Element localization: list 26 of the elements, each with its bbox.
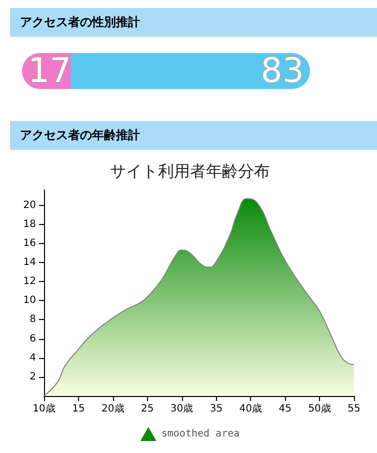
x-tick-label: 40歳: [239, 402, 262, 414]
x-tick-label: 35: [210, 404, 223, 414]
y-tick-label: 10: [23, 295, 36, 306]
y-tick-label: 20: [23, 200, 36, 211]
x-tick-label: 25: [140, 404, 154, 414]
x-tick-label: 50歳: [308, 402, 331, 414]
chart-title: アクセス者の性別推計: [10, 8, 377, 37]
x-tick-label: 45: [278, 404, 292, 414]
x-tick-label: 15: [72, 404, 85, 414]
y-tick-label: 14: [23, 256, 36, 268]
x-tick-label: 10歳: [32, 402, 56, 414]
y-tick-label: 2: [30, 371, 36, 382]
y-tick-label: 8: [30, 314, 36, 326]
y-tick-label: 6: [30, 333, 36, 344]
x-tick-label: 20歳: [102, 402, 124, 414]
chart-title: アクセス者の年齢推計: [10, 121, 377, 150]
y-tick-label: 4: [30, 352, 36, 364]
x-tick-label: 55: [348, 404, 360, 414]
y-tick-label: 16: [23, 238, 36, 249]
y-tick-label: 12: [23, 276, 36, 288]
y-tick-label: 18: [23, 218, 36, 230]
legend-label: smoothed area: [161, 428, 240, 440]
data-label: 83: [260, 51, 304, 91]
data-label: 17: [28, 51, 72, 91]
x-tick-label: 30歳: [170, 402, 194, 414]
chart-subtitle: サイト利用者年齢分布: [110, 162, 270, 180]
